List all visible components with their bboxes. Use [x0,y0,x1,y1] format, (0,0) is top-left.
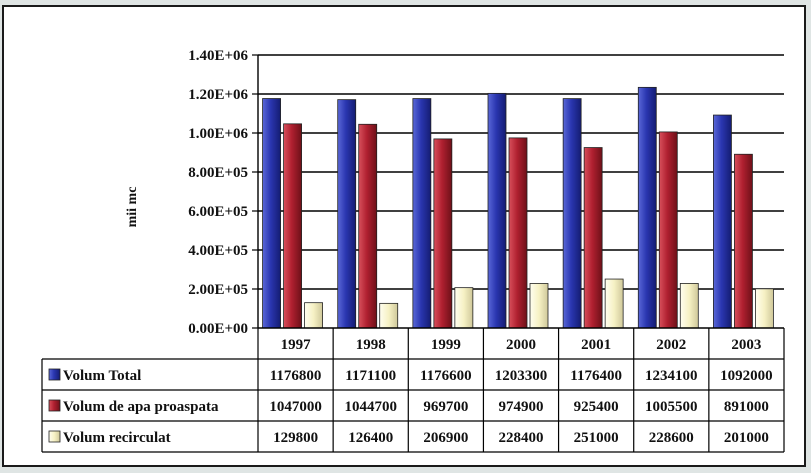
legend-swatch [48,399,61,412]
bars [262,86,774,329]
data-label: 1047000 [269,399,322,415]
bar-volum-recirculat-2001 [604,278,624,329]
data-label: 1176400 [570,368,622,384]
bar-volum-de-apa-proaspata-2002 [658,131,678,329]
bar-volum-de-apa-proaspata-1999 [433,138,453,329]
bar-volum-total-2001 [562,98,582,329]
data-label: 1092000 [720,368,773,384]
data-label: 969700 [423,399,468,415]
bar-volum-recirculat-1998 [379,302,399,329]
data-label: 1176800 [270,368,322,384]
bar-volum-de-apa-proaspata-1998 [358,123,378,329]
bar-volum-recirculat-2002 [679,283,699,329]
x-tick-label: 2002 [656,337,686,353]
x-tick-label: 1997 [281,337,312,353]
data-label: 228600 [649,430,694,446]
bar-volum-de-apa-proaspata-2000 [508,137,528,329]
legend-swatch [48,368,61,381]
y-axis-ticks: 0.00E+00 2.00E+05 4.00E+05 6.00E+05 8.00E+05… [188,48,259,337]
bar-volum-total-1999 [412,98,432,329]
bar-volum-recirculat-2003 [755,288,774,329]
bar-volum-de-apa-proaspata-1997 [283,123,302,329]
y-tick-label: 2.00E+05 [188,282,248,298]
bar-volum-recirculat-1997 [304,302,323,329]
data-label: 891000 [724,399,769,415]
data-label: 1044700 [344,399,397,415]
data-label: 1005500 [645,399,698,415]
bar-volum-de-apa-proaspata-2003 [734,153,753,329]
legend-label: Volum recirculat [63,430,171,446]
y-tick-label: 1.40E+06 [188,48,248,64]
y-tick-label: 1.00E+06 [188,126,248,142]
bar-volum-total-2000 [487,92,507,329]
data-label: 925400 [574,399,619,415]
chart-frame: 0.00E+00 2.00E+05 4.00E+05 6.00E+05 8.00E+05… [2,5,806,467]
data-label: 1203300 [495,368,548,384]
legend-label: Volum de apa proaspata [63,399,219,415]
bar-volum-total-1997 [262,98,281,329]
data-label: 974900 [499,399,544,415]
bar-chart: 0.00E+00 2.00E+05 4.00E+05 6.00E+05 8.00E+05… [41,48,785,453]
y-axis-label: mii mc [125,187,140,228]
bar-volum-de-apa-proaspata-2001 [583,147,603,329]
x-tick-label: 2003 [731,337,761,353]
data-label: 1234100 [645,368,698,384]
x-tick-label: 1999 [431,337,461,353]
legend-label: Volum Total [63,368,141,384]
data-label: 206900 [423,430,468,446]
data-label: 129800 [273,430,318,446]
y-tick-label: 8.00E+05 [188,165,248,181]
bar-volum-total-2002 [637,86,657,329]
x-tick-label: 1998 [356,337,386,353]
data-label: 1171100 [345,368,396,384]
data-label: 1176600 [420,368,472,384]
x-tick-label: 2001 [581,337,611,353]
bar-volum-total-1998 [337,99,357,329]
x-tick-label: 2000 [506,337,536,353]
bar-volum-recirculat-1999 [454,287,474,329]
data-label: 201000 [724,430,769,446]
data-label: 126400 [348,430,393,446]
bar-volum-total-2003 [713,114,732,329]
data-label: 228400 [499,430,544,446]
bar-volum-recirculat-2000 [529,283,549,329]
y-tick-label: 6.00E+05 [188,204,248,220]
y-tick-label: 0.00E+00 [188,321,248,337]
y-tick-label: 4.00E+05 [188,243,248,259]
legend-swatch [48,430,61,443]
data-table: 1997 1998 1999 2000 2001 2002 2003 Volum Total 1… [41,327,785,453]
y-tick-label: 1.20E+06 [188,87,248,103]
data-label: 251000 [574,430,619,446]
